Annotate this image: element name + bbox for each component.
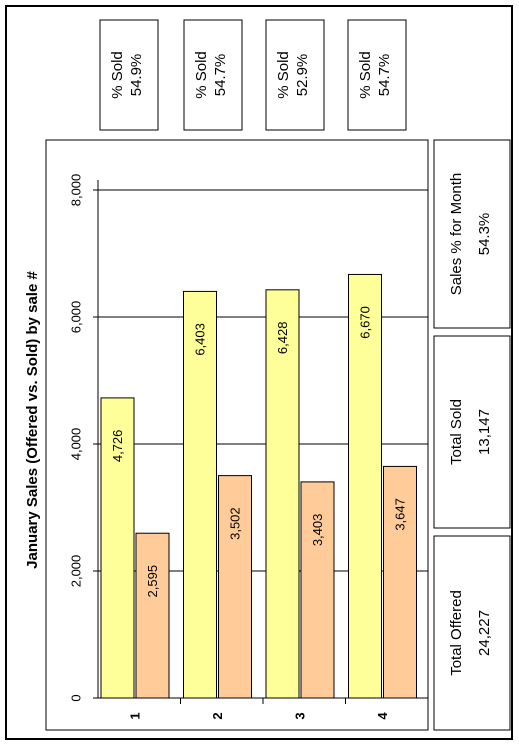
bar-sold: [135, 532, 170, 699]
pct-sold-value: 54.7%: [212, 54, 229, 97]
chart-title: January Sales (Offered vs. Sold) by sale…: [24, 271, 41, 569]
data-label: 6,428: [275, 322, 290, 355]
total-sold-label: Total Sold: [448, 399, 465, 465]
pct-sold-value: 54.7%: [376, 54, 393, 97]
data-label: 3,502: [228, 507, 243, 540]
pct-sold-value: 52.9%: [294, 54, 311, 97]
pct-sold-box: % Sold 54.7%: [347, 19, 407, 131]
pct-sold-label: % Sold: [275, 51, 292, 99]
category-label: 3: [293, 712, 308, 719]
bar-sold: [218, 475, 252, 699]
sales-pct-month-label: Sales % for Month: [448, 173, 465, 296]
pct-sold-label: % Sold: [109, 51, 126, 99]
data-label: 6,670: [358, 306, 373, 339]
total-offered-value: 24,227: [476, 610, 493, 656]
bar-sold: [300, 481, 335, 699]
plot-area: [45, 139, 429, 731]
pct-sold-label: % Sold: [193, 51, 210, 99]
total-offered-label: Total Offered: [448, 590, 465, 676]
pct-sold-box: % Sold 52.9%: [265, 19, 325, 131]
y-tick-label: 4,000: [69, 428, 84, 461]
data-label: 6,403: [193, 323, 208, 356]
bar-sold: [383, 465, 417, 699]
y-tick-label: 2,000: [69, 555, 84, 588]
bar-offered: [265, 289, 300, 699]
category-label: 2: [210, 712, 225, 719]
data-label: 3,403: [310, 514, 325, 547]
pct-sold-value: 54.9%: [128, 54, 145, 97]
total-sold-box: Total Sold 13,147: [433, 335, 511, 529]
data-label: 3,647: [393, 498, 408, 531]
y-tick-label: 8,000: [69, 174, 84, 207]
sales-pct-month-box: Sales % for Month 54.3%: [433, 139, 511, 329]
pct-sold-label: % Sold: [357, 51, 374, 99]
bar-offered: [183, 290, 217, 699]
y-tick-label: 6,000: [69, 301, 84, 334]
bar-offered: [348, 273, 382, 699]
total-sold-value: 13,147: [476, 409, 493, 455]
y-tick-label: 0: [69, 694, 84, 701]
pct-sold-box: % Sold 54.9%: [99, 19, 159, 131]
category-label: 1: [128, 712, 143, 719]
total-offered-box: Total Offered 24,227: [433, 535, 511, 731]
sales-pct-month-value: 54.3%: [476, 213, 493, 256]
data-label: 4,726: [110, 430, 125, 463]
category-label: 4: [375, 712, 390, 720]
data-label: 2,595: [145, 565, 160, 598]
pct-sold-box: % Sold 54.7%: [183, 19, 243, 131]
